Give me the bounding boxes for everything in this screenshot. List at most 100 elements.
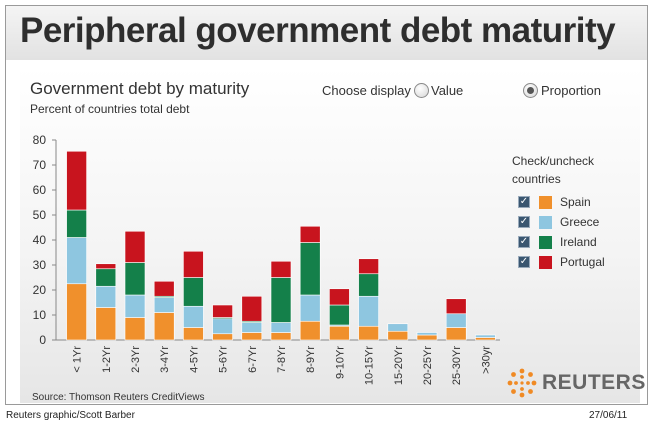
bar-portugal-25-30yr <box>445 298 467 315</box>
legend-swatch-greece <box>539 216 552 229</box>
bar-ireland-2-3yr <box>124 262 146 296</box>
bar-greece-30yr <box>475 334 496 338</box>
checkbox-greece[interactable]: ✓ <box>518 216 530 228</box>
bar-spain-1yr <box>66 283 87 341</box>
x-tick-label-8: 8-9Yr <box>305 346 317 373</box>
bar-greece-2-3yr <box>124 294 146 318</box>
reuters-dots-icon <box>507 368 537 398</box>
bar-ireland-8-9yr <box>299 242 321 296</box>
bar-greece-25-30yr <box>445 313 467 328</box>
x-tick-label-14: >30yr <box>480 346 492 374</box>
bar-spain-30yr <box>475 337 496 341</box>
bar-spain-6-7yr <box>241 332 263 341</box>
bar-ireland-9-10yr <box>329 304 350 326</box>
legend-swatch-portugal <box>539 256 552 269</box>
x-tick-label-7: 7-8Yr <box>276 346 288 373</box>
y-tick-label-40: 40 <box>33 233 47 247</box>
legend-label-spain: Spain <box>560 195 591 209</box>
bar-portugal-1-2yr <box>95 263 117 270</box>
bar-greece-15-20yr <box>387 323 409 332</box>
radio-value[interactable] <box>414 83 429 98</box>
legend-label-portugal: Portugal <box>560 255 605 269</box>
bar-spain-9-10yr <box>329 325 350 341</box>
legend-swatch-spain <box>539 196 552 209</box>
checkbox-spain[interactable]: ✓ <box>518 196 530 208</box>
bar-portugal-5-6yr <box>212 304 233 318</box>
graphic-credit: Reuters graphic/Scott Barber <box>6 410 135 421</box>
bar-ireland-1yr <box>66 209 87 238</box>
legend-item-spain[interactable]: ✓ Spain <box>518 195 618 211</box>
x-tick-label-11: 15-20Yr <box>393 346 405 385</box>
legend-label-ireland: Ireland <box>560 235 597 249</box>
header-band <box>6 6 647 60</box>
bar-ireland-10-15yr <box>358 273 379 297</box>
bar-portugal-4-5yr <box>183 250 204 278</box>
y-tick-label-10: 10 <box>33 308 47 322</box>
bar-ireland-7-8yr <box>270 277 292 323</box>
bar-greece-5-6yr <box>212 318 233 335</box>
bar-spain-20-25yr <box>416 334 438 341</box>
legend-item-greece[interactable]: ✓ Greece <box>518 215 618 231</box>
legend-title: Check/uncheck countries <box>512 154 595 186</box>
legend-label-greece: Greece <box>560 215 600 229</box>
bar-portugal-7-8yr <box>270 260 292 278</box>
y-tick-label-20: 20 <box>33 283 47 297</box>
y-tick-label-70: 70 <box>33 158 47 172</box>
x-tick-label-3: 3-4Yr <box>159 346 171 373</box>
y-tick-label-30: 30 <box>33 258 47 272</box>
bar-portugal-9-10yr <box>329 288 350 306</box>
bar-spain-25-30yr <box>445 327 467 341</box>
bar-spain-3-4yr <box>153 312 175 341</box>
chart-subtitle: Percent of countries total debt <box>30 102 190 116</box>
radio-value-label[interactable]: Value <box>431 83 464 98</box>
radio-proportion-label[interactable]: Proportion <box>541 83 601 98</box>
legend-item-portugal[interactable]: ✓ Portugal <box>518 255 618 271</box>
bar-greece-6-7yr <box>241 322 263 333</box>
x-tick-label-9: 9-10Yr <box>334 346 346 379</box>
bar-spain-15-20yr <box>387 330 409 341</box>
y-tick-label-50: 50 <box>33 208 47 222</box>
bar-ireland-1-2yr <box>95 268 117 287</box>
x-tick-label-2: 2-3Yr <box>130 346 142 373</box>
bar-greece-1yr <box>66 237 87 285</box>
bar-greece-10-15yr <box>358 295 379 327</box>
x-tick-label-1: 1-2Yr <box>101 346 113 373</box>
bar-greece-4-5yr <box>183 305 204 328</box>
x-tick-label-0: < 1Yr <box>72 346 84 373</box>
y-tick-label-60: 60 <box>33 183 47 197</box>
bar-spain-10-15yr <box>358 325 379 341</box>
reuters-wordmark: REUTERS <box>542 371 646 394</box>
bar-spain-1-2yr <box>95 307 117 341</box>
legend-swatch-ireland <box>539 236 552 249</box>
source-note: Source: Thomson Reuters CreditViews <box>32 392 205 403</box>
radio-proportion[interactable] <box>523 83 538 98</box>
bar-spain-7-8yr <box>270 332 292 341</box>
bar-spain-4-5yr <box>183 327 204 341</box>
bar-spain-5-6yr <box>212 333 233 341</box>
bar-greece-1-2yr <box>95 285 117 308</box>
x-tick-label-5: 5-6Yr <box>218 346 230 373</box>
reuters-logo: REUTERS <box>505 366 645 400</box>
checkbox-ireland[interactable]: ✓ <box>518 236 530 248</box>
graphic-date: 27/06/11 <box>589 410 628 421</box>
bar-greece-7-8yr <box>270 322 292 333</box>
bar-portugal-6-7yr <box>241 295 263 322</box>
x-tick-label-13: 25-30Yr <box>451 346 463 385</box>
page-title: Peripheral government debt maturity <box>20 11 616 50</box>
chart-title: Government debt by maturity <box>30 79 250 98</box>
bar-portugal-1yr <box>66 150 87 211</box>
chart-panel <box>20 67 640 403</box>
bar-greece-3-4yr <box>153 297 175 313</box>
x-tick-label-6: 6-7Yr <box>247 346 259 373</box>
bar-portugal-3-4yr <box>153 280 175 297</box>
y-tick-label-80: 80 <box>33 133 47 147</box>
checkbox-portugal[interactable]: ✓ <box>518 256 530 268</box>
bar-spain-2-3yr <box>124 317 146 341</box>
y-tick-label-0: 0 <box>39 333 46 347</box>
legend-item-ireland[interactable]: ✓ Ireland <box>518 235 618 251</box>
bar-portugal-10-15yr <box>358 258 379 275</box>
bar-ireland-4-5yr <box>183 277 204 307</box>
bar-portugal-2-3yr <box>124 230 146 263</box>
bar-spain-8-9yr <box>299 320 321 341</box>
